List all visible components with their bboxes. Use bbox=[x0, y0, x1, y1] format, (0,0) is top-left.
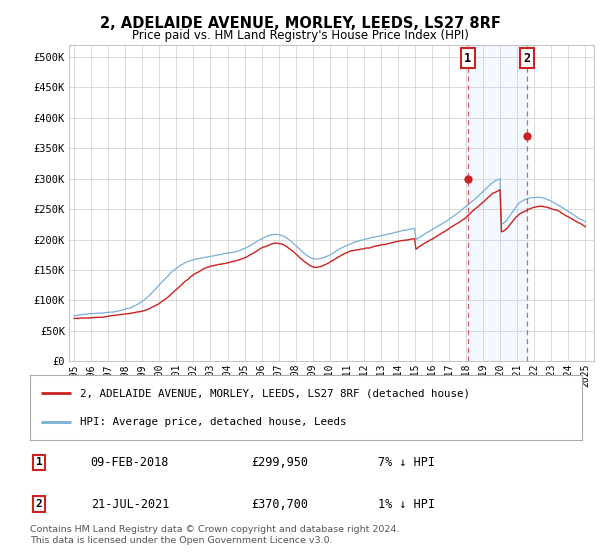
Text: 1: 1 bbox=[464, 52, 472, 65]
Text: Price paid vs. HM Land Registry's House Price Index (HPI): Price paid vs. HM Land Registry's House … bbox=[131, 29, 469, 42]
Text: 2: 2 bbox=[35, 499, 42, 509]
Text: HPI: Average price, detached house, Leeds: HPI: Average price, detached house, Leed… bbox=[80, 417, 346, 427]
Text: £299,950: £299,950 bbox=[251, 456, 308, 469]
Text: 7% ↓ HPI: 7% ↓ HPI bbox=[378, 456, 435, 469]
Text: 09-FEB-2018: 09-FEB-2018 bbox=[91, 456, 169, 469]
Text: 2, ADELAIDE AVENUE, MORLEY, LEEDS, LS27 8RF (detached house): 2, ADELAIDE AVENUE, MORLEY, LEEDS, LS27 … bbox=[80, 388, 470, 398]
Text: 1: 1 bbox=[35, 458, 42, 468]
Text: 2: 2 bbox=[523, 52, 530, 65]
Text: 2, ADELAIDE AVENUE, MORLEY, LEEDS, LS27 8RF: 2, ADELAIDE AVENUE, MORLEY, LEEDS, LS27 … bbox=[100, 16, 500, 31]
Text: 21-JUL-2021: 21-JUL-2021 bbox=[91, 497, 169, 511]
Text: 1% ↓ HPI: 1% ↓ HPI bbox=[378, 497, 435, 511]
Text: £370,700: £370,700 bbox=[251, 497, 308, 511]
Text: Contains HM Land Registry data © Crown copyright and database right 2024.
This d: Contains HM Land Registry data © Crown c… bbox=[30, 525, 400, 545]
Bar bbox=[468, 45, 527, 361]
